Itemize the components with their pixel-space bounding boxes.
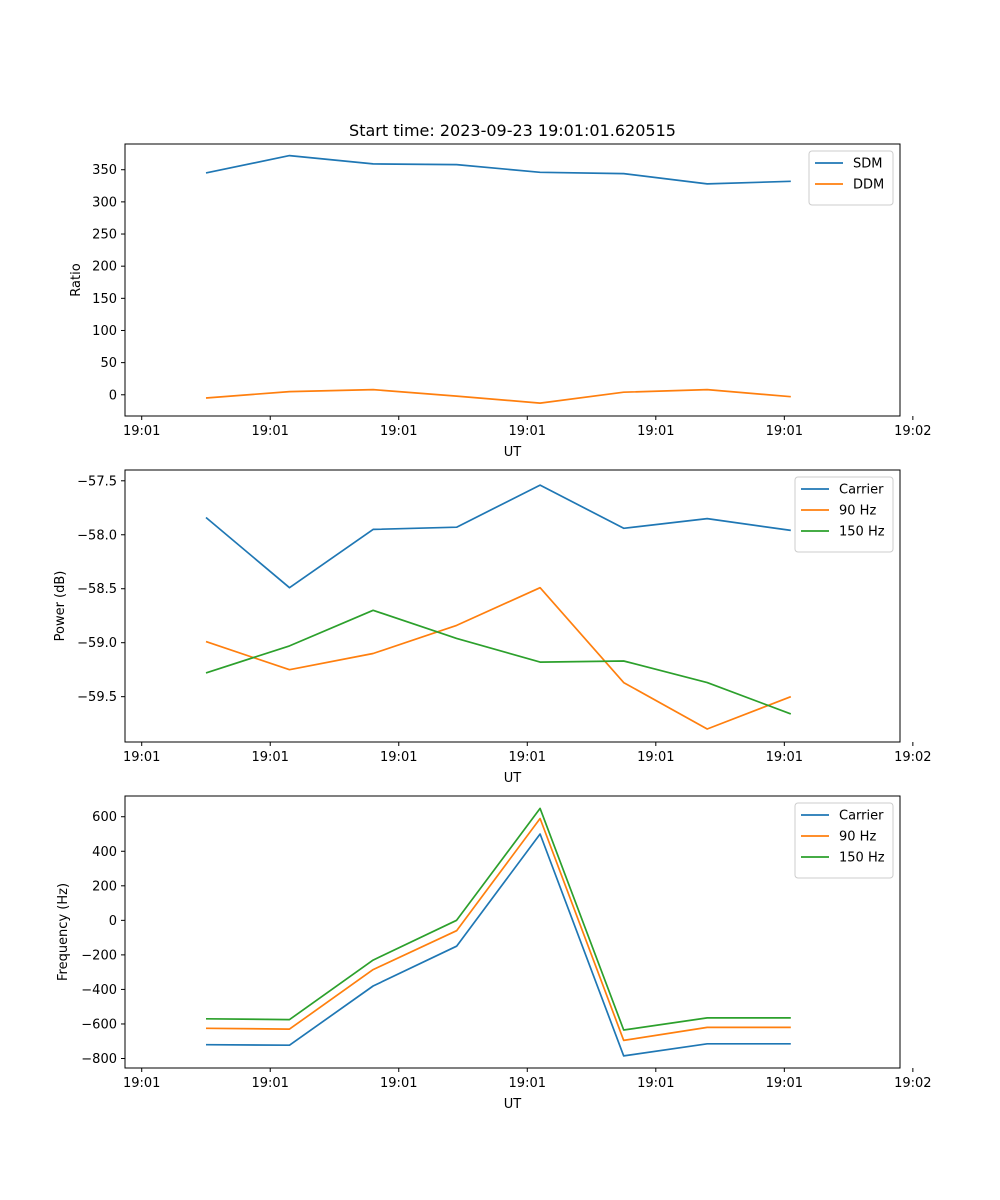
panel-frequency: 19:01 19:01 19:01 19:01 19:01 19:01 19:02 −800 −… <box>56 795 932 1112</box>
y-tick-label: −800 <box>81 1052 117 1067</box>
x-tick-label: 19:01 <box>380 424 417 439</box>
y-tick-label: −58.5 <box>77 582 117 597</box>
panel-marks: 19:01 19:01 19:01 19:01 19:01 19:01 19:02 0 50 10… <box>92 143 932 439</box>
legend-label: 90 Hz <box>839 830 876 845</box>
series-line <box>205 586 792 730</box>
x-tick-label: 19:01 <box>251 1076 288 1091</box>
panel-marks: 19:01 19:01 19:01 19:01 19:01 19:01 19:02 −800 −… <box>81 795 932 1091</box>
series-line <box>205 609 792 715</box>
panel-ratio: Start time: 2023-09-23 19:01:01.620515 1… <box>69 121 932 460</box>
y-tick-label: 0 <box>109 914 117 929</box>
series-line <box>205 154 791 185</box>
y-axis-label: Ratio <box>69 263 84 296</box>
x-axis-label: UT <box>504 445 522 460</box>
legend-label: 150 Hz <box>839 525 885 540</box>
y-tick-label: −59.0 <box>77 636 117 651</box>
legend-label: SDM <box>853 157 882 172</box>
series-line <box>205 388 791 404</box>
y-tick-label: 200 <box>92 260 117 275</box>
x-tick-label: 19:02 <box>894 424 931 439</box>
legend: SDM DDM <box>808 150 894 206</box>
chart-title: Start time: 2023-09-23 19:01:01.620515 <box>349 121 676 140</box>
series-line <box>205 817 791 1042</box>
x-tick-label: 19:01 <box>251 424 288 439</box>
x-tick-label: 19:01 <box>637 424 674 439</box>
panel-marks: 19:01 19:01 19:01 19:01 19:01 19:01 19:02 −59.5… <box>77 469 932 765</box>
y-tick-label: −600 <box>81 1017 117 1032</box>
y-tick-label: −57.5 <box>77 474 117 489</box>
x-axis-label: UT <box>504 771 522 786</box>
y-tick-label: 200 <box>92 879 117 894</box>
x-tick-label: 19:01 <box>380 1076 417 1091</box>
x-tick-label: 19:01 <box>251 750 288 765</box>
y-tick-label: −59.5 <box>77 690 117 705</box>
y-tick-label: −400 <box>81 983 117 998</box>
x-tick-label: 19:02 <box>894 1076 931 1091</box>
x-tick-label: 19:01 <box>123 1076 160 1091</box>
y-axis-label: Power (dB) <box>53 571 68 642</box>
legend-label: 90 Hz <box>839 504 876 519</box>
y-tick-label: 400 <box>92 845 117 860</box>
x-tick-label: 19:01 <box>766 1076 803 1091</box>
x-tick-label: 19:01 <box>509 424 546 439</box>
legend-label: Carrier <box>839 483 884 498</box>
legend: Carrier 90 Hz 150 Hz <box>794 802 894 879</box>
x-tick-label: 19:01 <box>766 424 803 439</box>
y-tick-label: 300 <box>92 195 117 210</box>
x-axis-label: UT <box>504 1097 522 1112</box>
legend-box <box>794 476 894 553</box>
legend-label: Carrier <box>839 809 884 824</box>
x-tick-label: 19:01 <box>509 1076 546 1091</box>
x-tick-label: 19:01 <box>509 750 546 765</box>
y-tick-label: 350 <box>92 163 117 178</box>
y-tick-label: −200 <box>81 948 117 963</box>
y-axis-label: Frequency (Hz) <box>56 883 71 981</box>
legend-box <box>794 802 894 879</box>
series-line <box>205 807 791 1031</box>
x-tick-label: 19:02 <box>894 750 931 765</box>
y-tick-label: −58.0 <box>77 528 117 543</box>
x-tick-label: 19:01 <box>380 750 417 765</box>
x-tick-label: 19:01 <box>766 750 803 765</box>
series-line <box>205 484 791 589</box>
x-tick-label: 19:01 <box>637 750 674 765</box>
y-tick-label: 0 <box>109 388 117 403</box>
axes-frame <box>124 795 901 1069</box>
x-tick-label: 19:01 <box>123 750 160 765</box>
axes-frame <box>124 469 901 743</box>
legend-box <box>808 150 894 206</box>
x-tick-label: 19:01 <box>123 424 160 439</box>
y-tick-label: 150 <box>92 292 117 307</box>
y-tick-label: 600 <box>92 810 117 825</box>
legend-label: 150 Hz <box>839 851 885 866</box>
y-tick-label: 50 <box>100 356 117 371</box>
legend-label: DDM <box>853 178 884 193</box>
panel-power: 19:01 19:01 19:01 19:01 19:01 19:01 19:02 −59.5… <box>53 469 932 786</box>
legend: Carrier 90 Hz 150 Hz <box>794 476 894 553</box>
y-tick-label: 250 <box>92 228 117 243</box>
x-tick-label: 19:01 <box>637 1076 674 1091</box>
series-line <box>205 833 791 1057</box>
y-tick-label: 100 <box>92 324 117 339</box>
axes-frame <box>124 143 901 417</box>
